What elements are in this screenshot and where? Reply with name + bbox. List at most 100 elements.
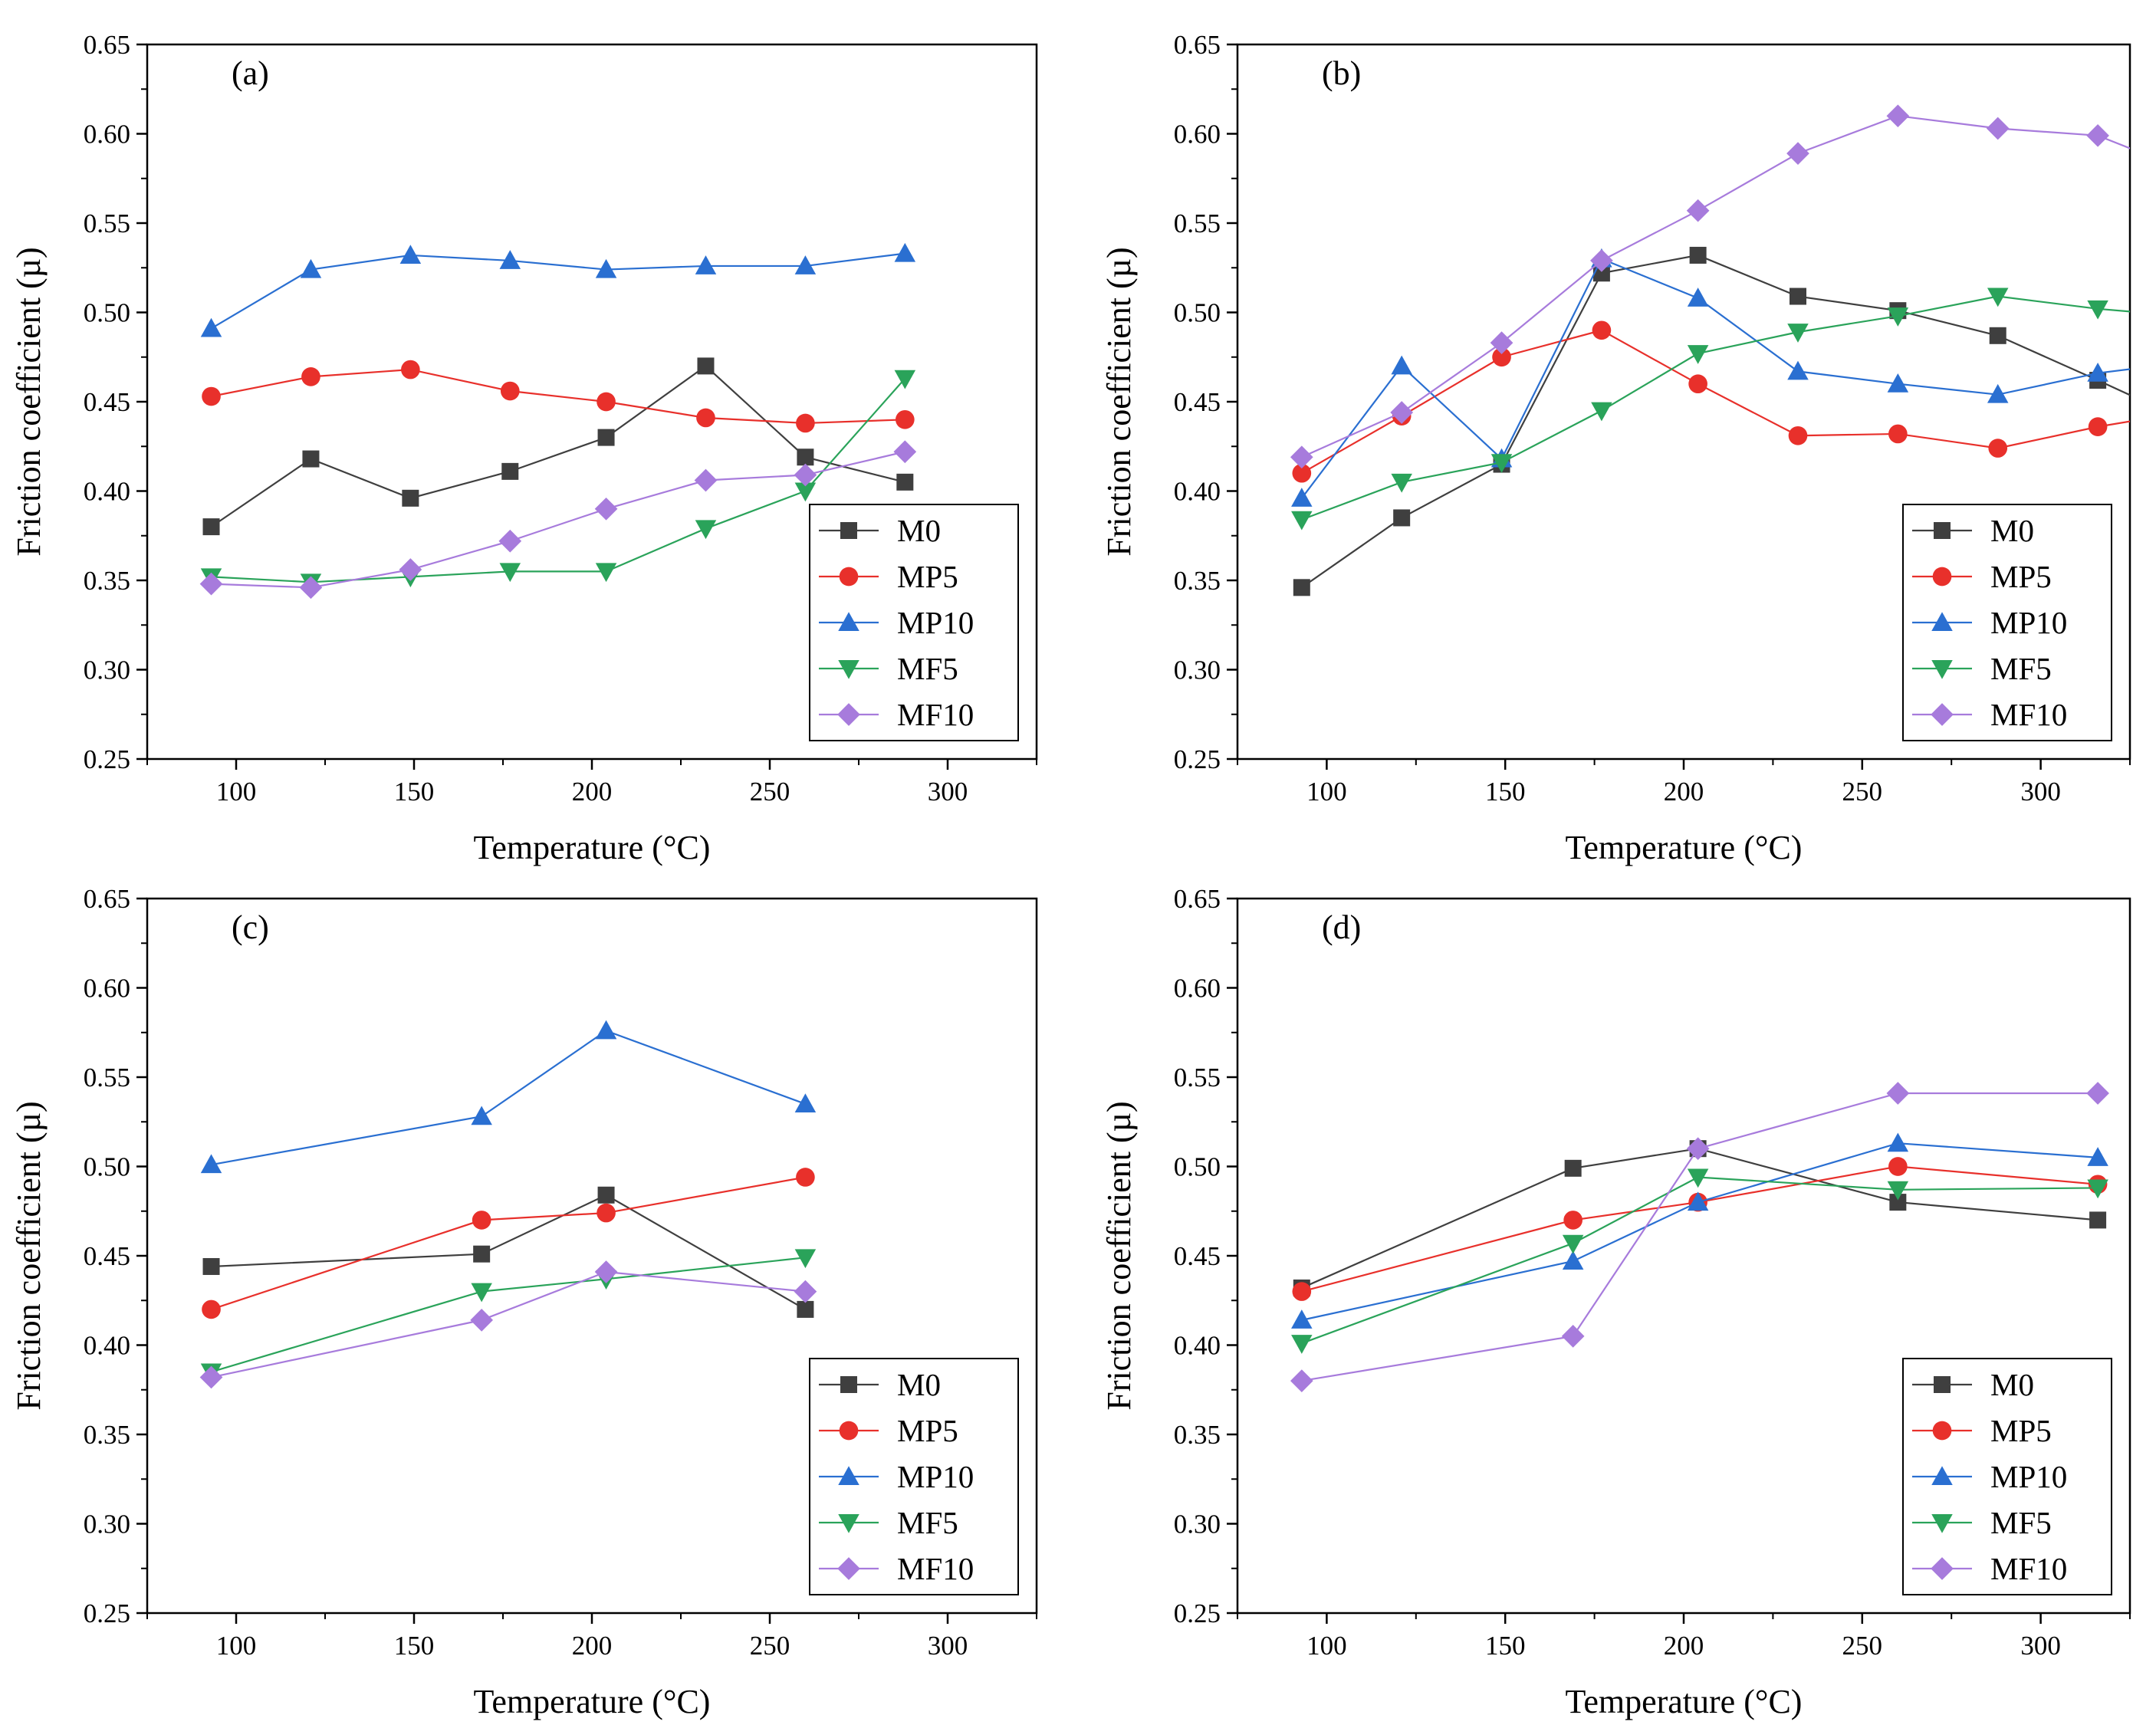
data-point-mf10 <box>1490 331 1513 354</box>
data-point-m0 <box>473 1245 491 1263</box>
legend-marker-mf10 <box>1931 703 1954 726</box>
data-point-m0 <box>202 1257 220 1275</box>
legend-label: MP10 <box>1990 605 2067 640</box>
data-point-mp5 <box>1888 424 1908 444</box>
data-point-mf10 <box>1561 1325 1585 1348</box>
legend-label: M0 <box>897 513 941 548</box>
legend-marker-mf5 <box>838 1514 859 1533</box>
legend-marker-mf5 <box>838 660 859 679</box>
data-point-mp5 <box>1292 1282 1312 1301</box>
series-line-mf5 <box>211 1257 806 1373</box>
data-point-mf10 <box>1686 199 1710 222</box>
data-point-mf10 <box>1886 104 1910 128</box>
legend-label: M0 <box>897 1367 941 1402</box>
data-point-mf10 <box>1390 401 1414 424</box>
data-point-m0 <box>797 1300 814 1318</box>
data-point-mf10 <box>199 1365 223 1389</box>
legend-label: MF5 <box>1990 651 2052 686</box>
chart-panel-3: 0.25 0.30 0.35 0.40 0.45 0.50 0.55 0.60 0.65 100 1… <box>10 884 1038 1720</box>
series-line-m0 <box>1301 254 2130 589</box>
legend-label: MF5 <box>1990 1505 2052 1540</box>
data-point-mp5 <box>202 1300 221 1319</box>
data-point-m0 <box>2089 1211 2107 1229</box>
series-line-mf5 <box>211 377 906 583</box>
x-tick-label: 100 <box>1306 777 1347 807</box>
y-tick-label: 0.35 <box>84 1420 130 1450</box>
data-point-mp5 <box>301 367 320 386</box>
data-point-mf5 <box>1687 1168 1709 1188</box>
data-point-mf5 <box>1987 288 2009 307</box>
data-point-mp10 <box>1987 383 2009 403</box>
panel-label: (a) <box>232 54 269 92</box>
series-line-mp10 <box>210 252 905 330</box>
data-point-mp10 <box>499 250 521 269</box>
data-point-mp10 <box>1291 488 1313 507</box>
data-point-mp5 <box>1888 1157 1908 1176</box>
data-point-m0 <box>1789 288 1806 305</box>
x-axis-title: Temperature (°C) <box>474 829 711 866</box>
legend-marker-mp10 <box>838 612 859 631</box>
x-tick-label: 150 <box>394 777 435 807</box>
data-point-mf5 <box>1490 454 1513 473</box>
data-point-m0 <box>896 473 914 491</box>
data-point-mf10 <box>1290 1369 1313 1392</box>
legend-marker-mp10 <box>1931 612 1953 631</box>
y-tick-label: 0.30 <box>1174 656 1221 685</box>
x-tick-label: 150 <box>1485 777 1526 807</box>
y-tick-label: 0.40 <box>84 1331 130 1361</box>
x-tick-label: 100 <box>216 777 257 807</box>
x-tick-label: 300 <box>2020 777 2061 807</box>
x-tick-label: 200 <box>572 777 613 807</box>
data-point-mp5 <box>401 360 420 380</box>
data-point-mp5 <box>472 1211 491 1230</box>
x-tick-label: 300 <box>2020 1631 2061 1661</box>
y-tick-label: 0.40 <box>1174 477 1221 507</box>
x-tick-label: 250 <box>1842 1631 1883 1661</box>
data-point-m0 <box>1564 1159 1582 1177</box>
data-point-mp10 <box>471 1106 492 1125</box>
series-line-mp5 <box>211 368 905 425</box>
data-point-mp10 <box>1787 360 1809 380</box>
series-line-mp5 <box>1301 329 2130 475</box>
x-tick-label: 100 <box>1306 1631 1347 1661</box>
data-point-mf5 <box>794 482 817 502</box>
y-tick-label: 0.35 <box>1174 1420 1221 1450</box>
data-point-m0 <box>402 489 419 507</box>
y-tick-label: 0.50 <box>1174 1152 1221 1182</box>
data-point-m0 <box>597 1186 615 1204</box>
y-tick-label: 0.45 <box>84 1241 130 1271</box>
series-line-m0 <box>211 1194 806 1310</box>
y-tick-label: 0.30 <box>84 1510 130 1539</box>
legend-label: MF5 <box>897 1505 958 1540</box>
x-tick-label: 200 <box>572 1631 613 1661</box>
legend-marker-mf10 <box>837 1557 860 1580</box>
y-tick-label: 0.60 <box>84 974 130 1004</box>
data-point-mf10 <box>199 572 223 596</box>
y-tick-label: 0.40 <box>1174 1331 1221 1361</box>
y-tick-label: 0.40 <box>84 477 130 507</box>
data-point-mf5 <box>499 563 521 583</box>
series-line-mf10 <box>211 451 905 589</box>
data-point-mf5 <box>2087 1179 2108 1199</box>
x-axis-title: Temperature (°C) <box>1566 829 1803 866</box>
legend-marker-mf5 <box>1931 660 1953 679</box>
data-point-mf10 <box>1786 142 1809 165</box>
data-point-mf10 <box>470 1309 494 1332</box>
data-point-mp5 <box>1563 1211 1582 1230</box>
data-point-mf5 <box>471 1283 492 1303</box>
data-point-m0 <box>797 449 814 466</box>
x-tick-label: 200 <box>1664 777 1704 807</box>
y-tick-label: 0.60 <box>1174 974 1221 1004</box>
data-point-mp10 <box>894 242 916 262</box>
data-point-mf5 <box>1687 345 1709 364</box>
y-tick-label: 0.65 <box>1174 884 1221 914</box>
legend-label: MP10 <box>897 1459 974 1494</box>
data-point-mp5 <box>202 386 221 406</box>
legend-marker-mp5 <box>1932 1421 1952 1441</box>
data-point-mf10 <box>1886 1082 1910 1105</box>
data-point-mf5 <box>794 1249 817 1269</box>
x-tick-label: 250 <box>750 777 790 807</box>
y-tick-label: 0.45 <box>84 387 130 417</box>
data-point-mp10 <box>1562 1250 1584 1270</box>
